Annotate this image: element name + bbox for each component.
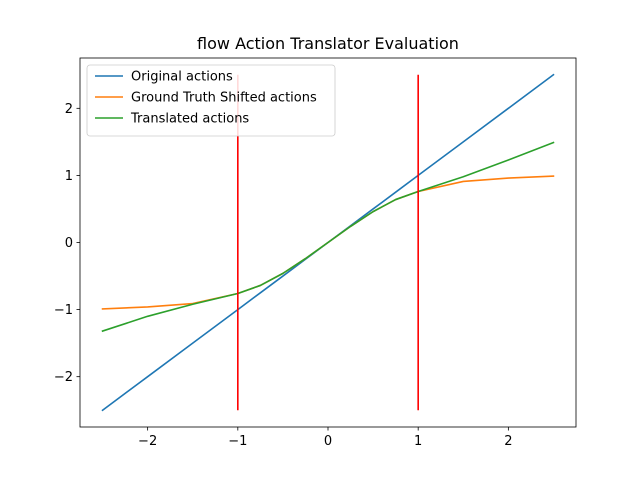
legend: Original actions Ground Truth Shifted act…: [86, 64, 336, 137]
legend-label-0: Original actions: [131, 70, 233, 85]
axes: −2 −1 0 1 2 −2 −1 0 1 2: [54, 57, 577, 449]
plot-area: [101, 73, 555, 412]
legend-label-1: Ground Truth Shifted actions: [131, 91, 317, 106]
chart-title: flow Action Translator Evaluation: [197, 34, 459, 53]
y-tick-label: 1: [65, 169, 73, 184]
series-line-2: [101, 141, 555, 333]
y-tick-label: −1: [54, 303, 73, 318]
legend-box: [86, 64, 336, 137]
x-tick-label: 1: [414, 434, 422, 449]
x-tick-label: 0: [324, 434, 332, 449]
x-tick-label: 2: [504, 434, 512, 449]
x-tick-label: −1: [228, 434, 247, 449]
y-tick-label: 0: [65, 236, 73, 251]
y-tick-label: −2: [54, 370, 73, 385]
y-tick-label: 2: [65, 102, 73, 117]
legend-label-2: Translated actions: [130, 112, 249, 127]
x-tick-label: −2: [138, 434, 157, 449]
